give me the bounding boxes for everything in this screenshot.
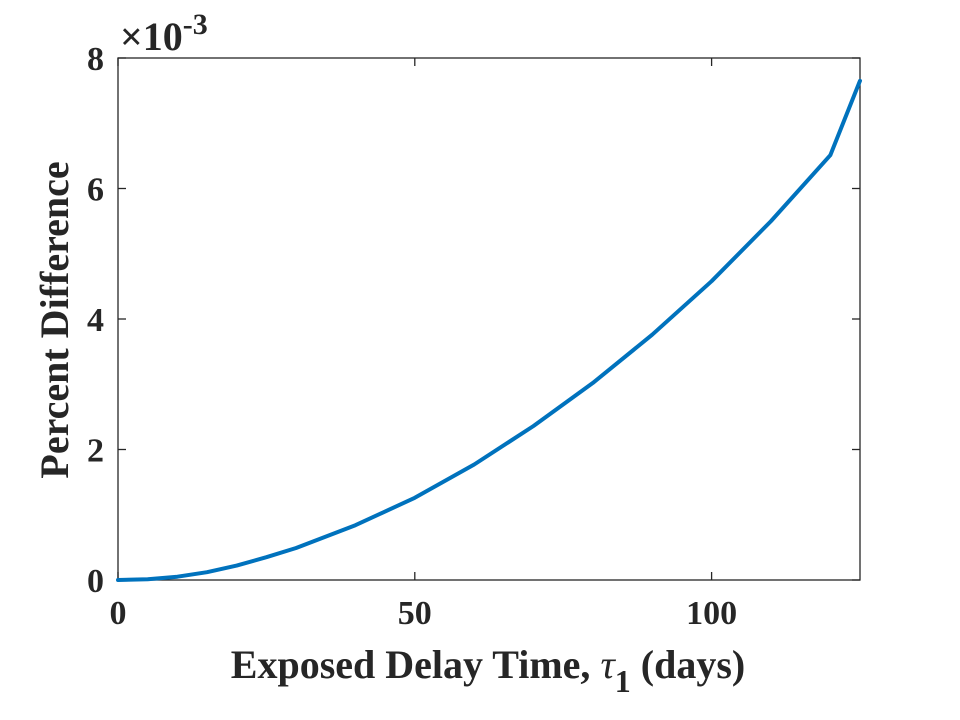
y-tick-label: 8: [87, 41, 104, 78]
x-tick-label: 50: [398, 595, 432, 632]
y-tick-label: 4: [87, 302, 104, 339]
axis-ticks: 0 50 100 0 2 4 6 8: [87, 41, 860, 632]
plot-frame: [117, 57, 861, 581]
y-tick-label: 6: [87, 172, 104, 209]
y-tick-label: 0: [87, 563, 104, 600]
series-layer: [116, 78, 862, 582]
x-axis-label: Exposed Delay Time, τ1 (days): [231, 642, 745, 699]
series-line: [116, 78, 862, 582]
x-tick-label: 0: [110, 595, 127, 632]
y-exponent-label: ×10-3: [120, 8, 208, 59]
plot-area: [117, 57, 861, 581]
y-axis-label: Percent Difference: [32, 161, 77, 478]
y-tick-label: 2: [87, 433, 104, 470]
x-tick-label: 100: [686, 595, 737, 632]
